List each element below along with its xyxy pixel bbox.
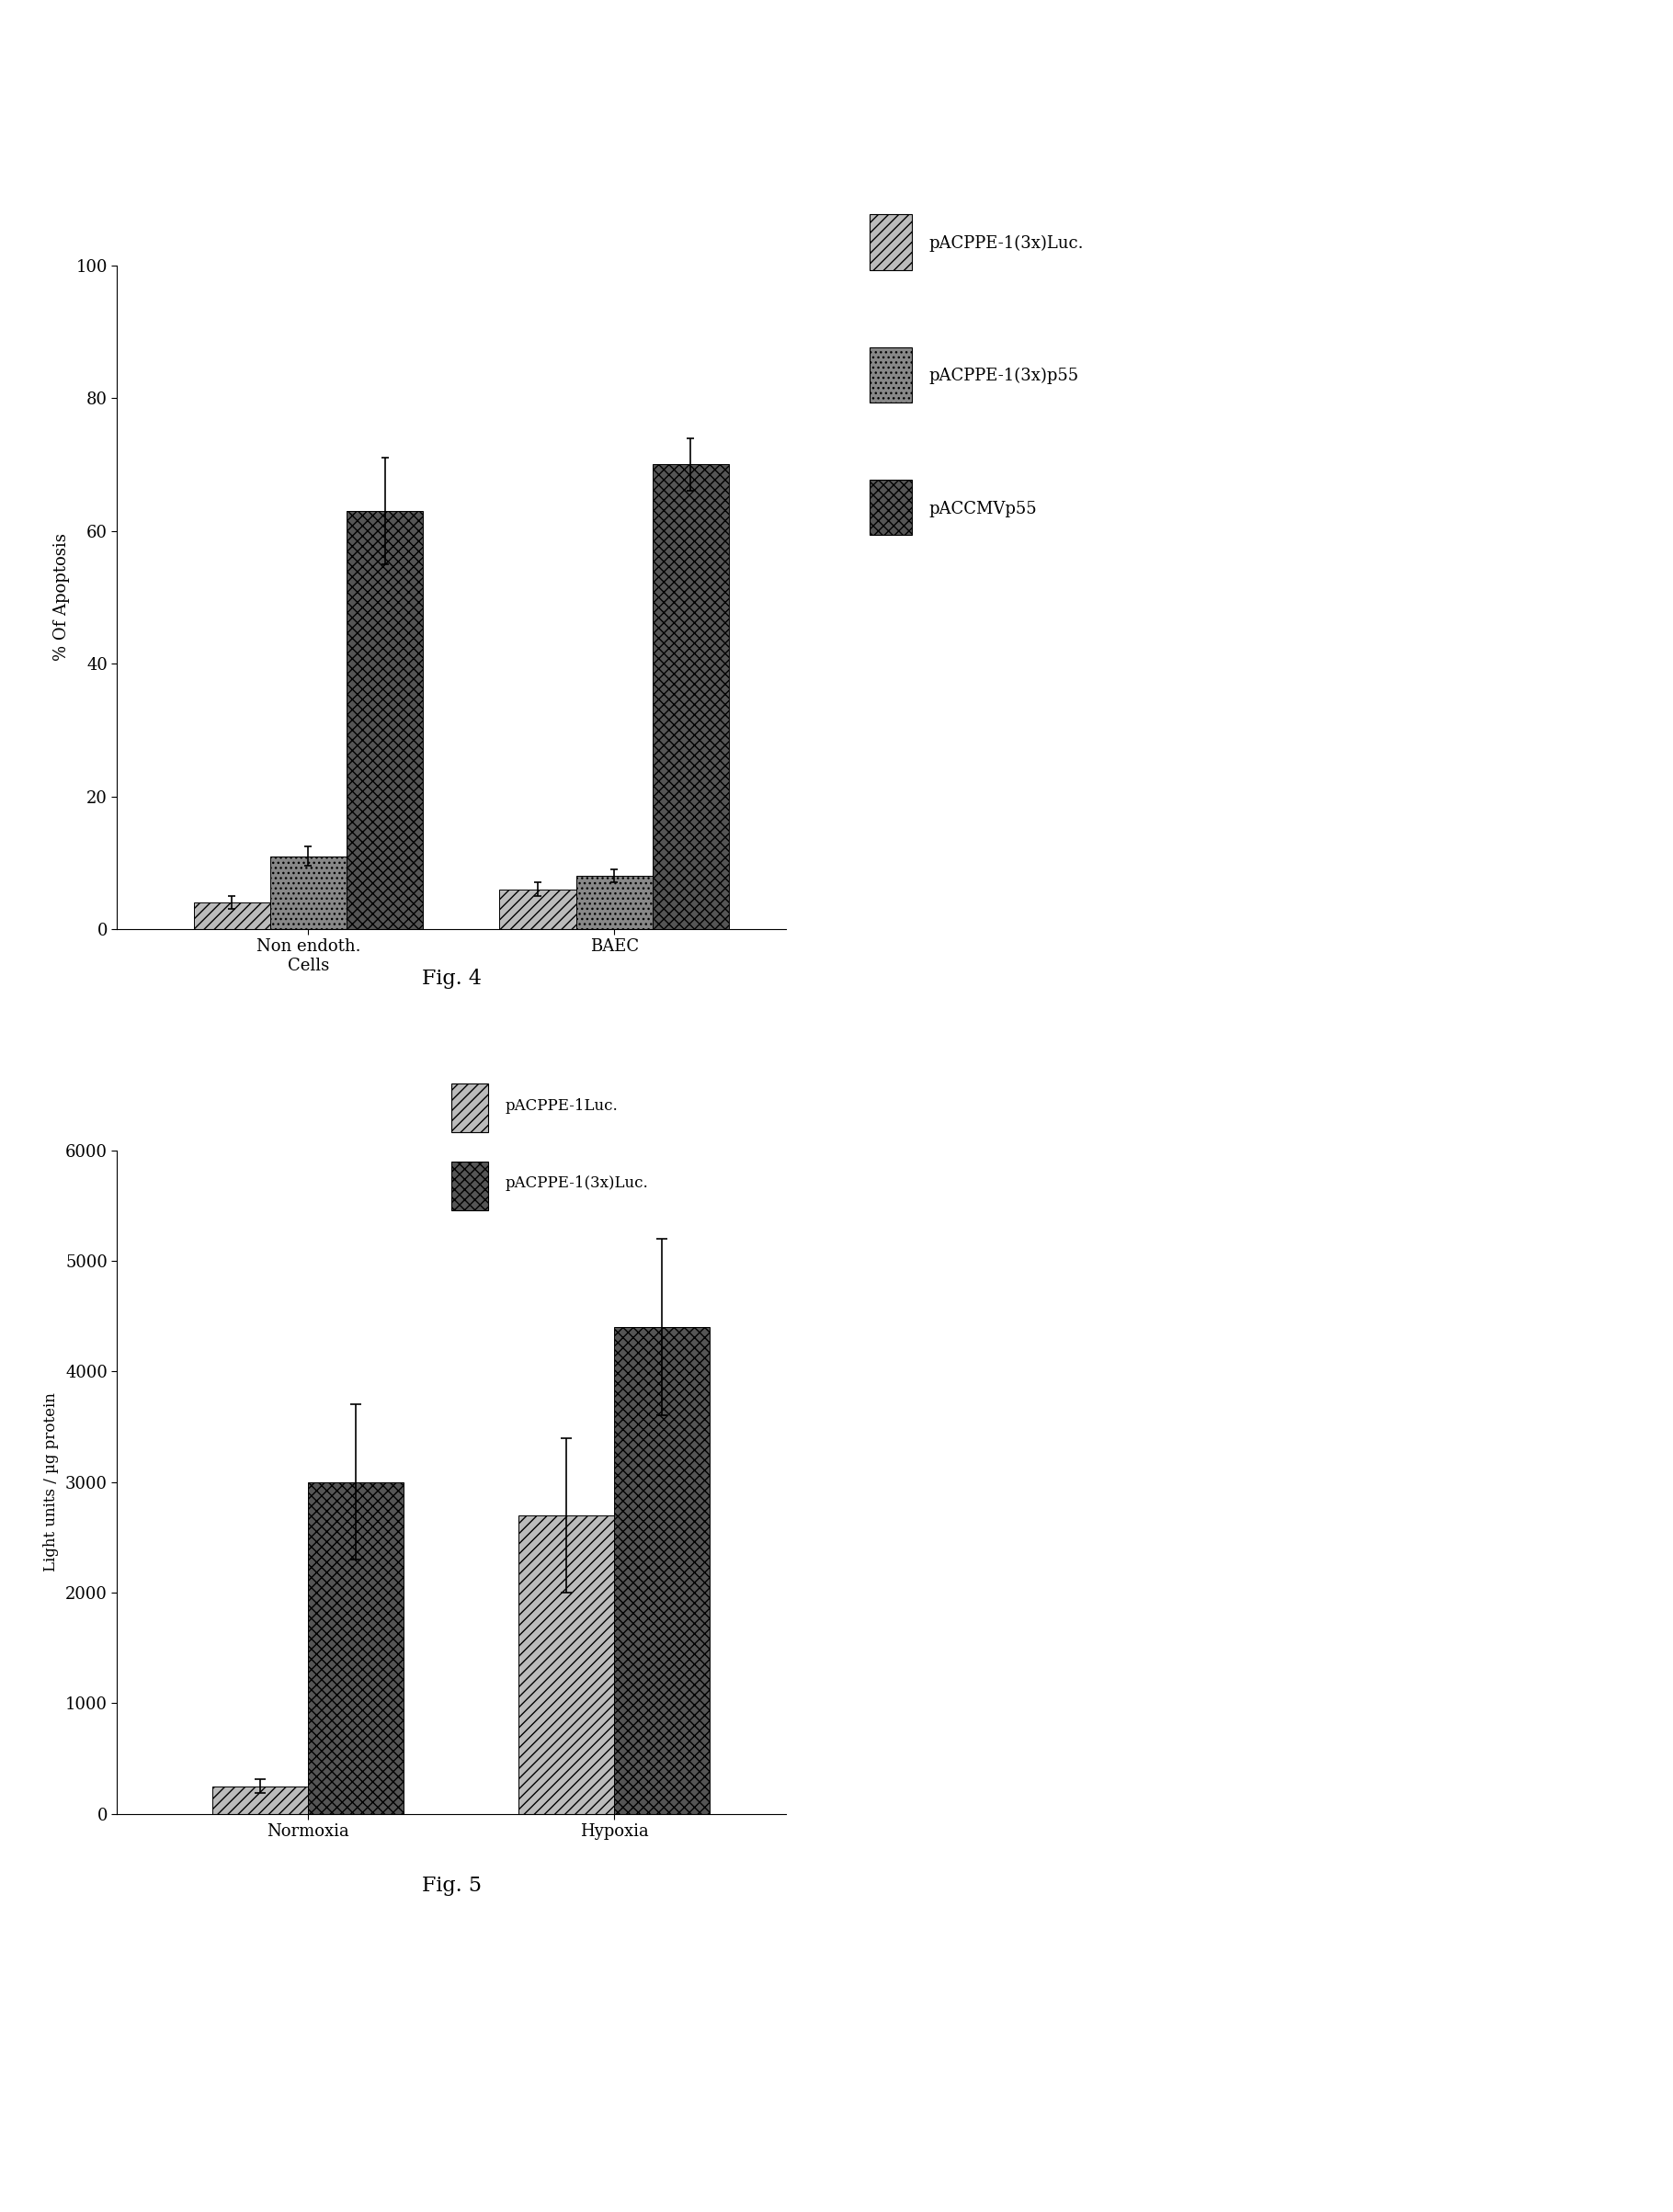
Bar — [519, 1515, 614, 1814]
Bar — [194, 902, 269, 929]
Bar — [269, 856, 346, 929]
Y-axis label: % Of Apoptosis: % Of Apoptosis — [54, 533, 70, 661]
Text: pACPPE-1(3x)Luc.: pACPPE-1(3x)Luc. — [929, 234, 1084, 252]
Bar — [614, 1327, 709, 1814]
Y-axis label: Light units / µg protein: Light units / µg protein — [43, 1394, 59, 1571]
Text: pACPPE-1(3x)p55: pACPPE-1(3x)p55 — [929, 367, 1079, 385]
Text: Fig. 4: Fig. 4 — [422, 969, 482, 989]
Text: Fig. 5: Fig. 5 — [422, 1876, 482, 1896]
Bar — [576, 876, 652, 929]
Bar — [212, 1787, 308, 1814]
Bar — [500, 889, 576, 929]
Bar — [346, 511, 423, 929]
Text: pACPPE-1Luc.: pACPPE-1Luc. — [505, 1097, 617, 1115]
Text: pACPPE-1(3x)Luc.: pACPPE-1(3x)Luc. — [505, 1175, 649, 1192]
Text: pACCMVp55: pACCMVp55 — [929, 500, 1037, 518]
Bar — [308, 1482, 403, 1814]
Bar — [652, 465, 729, 929]
